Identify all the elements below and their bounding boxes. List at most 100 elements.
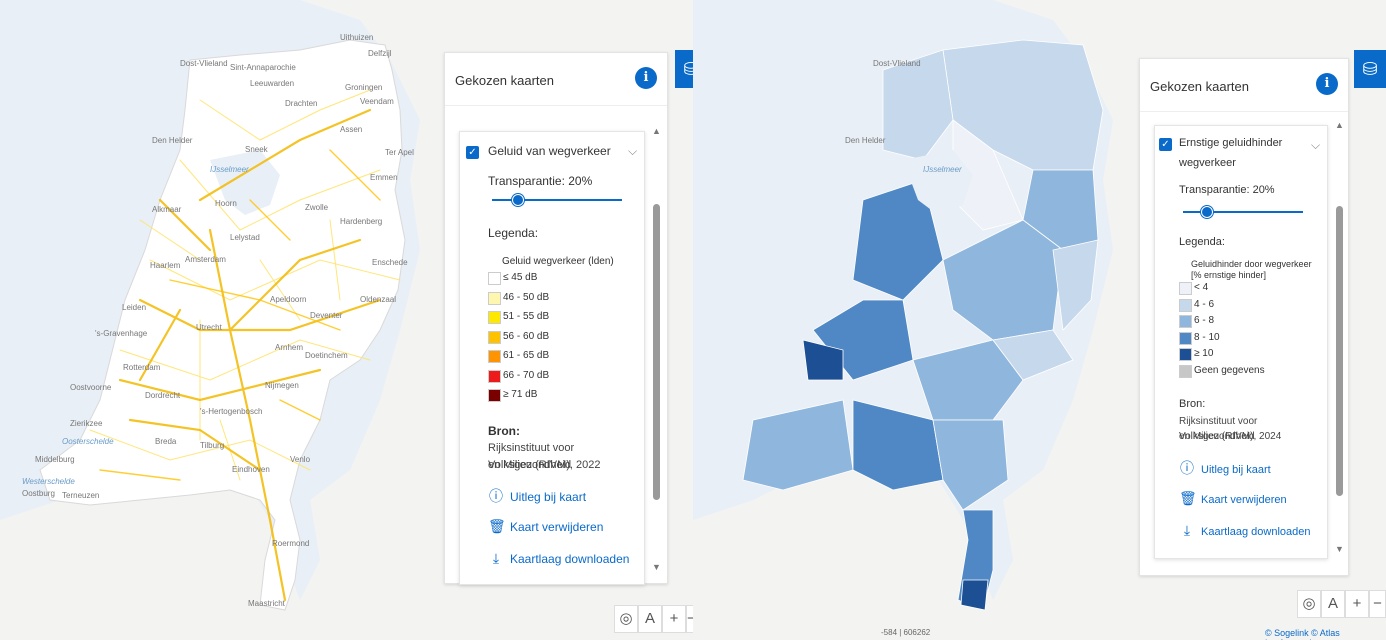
- zoom-out-icon[interactable]: −: [1369, 590, 1386, 618]
- layer-checkbox[interactable]: ✓: [1159, 138, 1172, 151]
- download-icon: ⤓: [1183, 522, 1191, 538]
- explain-map-label: Uitleg bij kaart: [1201, 464, 1271, 476]
- chevron-down-icon[interactable]: ⌵: [628, 144, 638, 158]
- zoom-in-icon[interactable]: +: [662, 605, 686, 633]
- map-label: Middelburg: [35, 455, 75, 464]
- map-label: Terneuzen: [62, 491, 99, 500]
- map-label: Utrecht: [196, 323, 223, 332]
- download-layer-label: Kaartlaag downloaden: [1201, 526, 1311, 538]
- land-netherlands: [39, 39, 406, 611]
- explain-map-link[interactable]: ⓘ Uitleg bij kaart: [488, 486, 586, 506]
- map-label: Hoorn: [215, 199, 237, 208]
- map-label: Den Helder: [845, 136, 886, 145]
- map-label: Tilburg: [200, 441, 224, 450]
- map-label: Veendam: [360, 97, 394, 106]
- map-label: Leeuwarden: [250, 79, 294, 88]
- map-label: Maastricht: [248, 599, 286, 608]
- scrollbar[interactable]: [653, 204, 660, 500]
- source-label: Bron:: [488, 424, 520, 438]
- slider-handle[interactable]: [1201, 206, 1213, 218]
- remove-map-label: Kaart verwijderen: [510, 520, 604, 534]
- legend-swatch: [488, 369, 501, 383]
- map-label: Dost-Vlieland: [873, 59, 921, 68]
- road-network: [89, 89, 401, 602]
- slider-handle[interactable]: [512, 194, 524, 206]
- legend-list: < 4 4 - 6 6 - 8 8 - 10 ≥ 10 Geen gegevens: [1179, 280, 1319, 380]
- map-label: 's-Hertogenbosch: [200, 407, 262, 416]
- map-label: Hardenberg: [340, 217, 382, 226]
- layer-card: ✓ Geluid van wegverkeer ⌵ Transparantie:…: [459, 126, 661, 585]
- source-line-1: Rijksinstituut voor Volksgezondheid: [488, 442, 575, 471]
- scroll-down-arrow[interactable]: ▼: [1335, 544, 1344, 554]
- map-label: Delfzijl: [368, 49, 392, 58]
- zoom-out-icon[interactable]: −: [686, 605, 693, 633]
- transparency-label: Transparantie: 20%: [488, 174, 593, 188]
- scroll-up-arrow[interactable]: ▲: [652, 126, 661, 136]
- map-label: Westerschelde: [22, 477, 75, 486]
- transparency-slider[interactable]: [492, 199, 622, 201]
- north-arrow-icon[interactable]: A: [1321, 590, 1345, 618]
- map-label: Breda: [155, 437, 177, 446]
- info-circle-icon: ⓘ: [1180, 460, 1194, 476]
- map-label: Groningen: [345, 83, 382, 92]
- map-label: Zwolle: [305, 203, 329, 212]
- download-layer-link[interactable]: ⤓ Kaartlaag downloaden: [488, 550, 630, 567]
- legend-label: 4 - 6: [1194, 298, 1215, 310]
- layer-name-line-2: wegverkeer: [1179, 157, 1236, 169]
- source-line-2: en Milieu (RIVM), 2024: [1179, 431, 1282, 442]
- legend-label: Geen gegevens: [1194, 364, 1265, 376]
- legend-label: Legenda:: [1179, 236, 1225, 248]
- map-label: 's-Gravenhage: [95, 329, 148, 338]
- scrollbar[interactable]: [1336, 206, 1343, 496]
- legend-label: ≥ 10: [1194, 348, 1214, 359]
- layer-checkbox[interactable]: ✓: [466, 146, 479, 159]
- map-label: Roermond: [272, 539, 309, 548]
- download-layer-label: Kaartlaag downloaden: [510, 552, 630, 566]
- locate-icon[interactable]: ◎: [614, 605, 638, 633]
- trash-icon: 🗑: [1179, 490, 1197, 506]
- map-label: Rotterdam: [123, 363, 161, 372]
- legend-swatch: [1179, 348, 1192, 361]
- legend-swatch: [488, 330, 501, 344]
- right-map-pane: Dost-Vlieland Den Helder IJsselmeer Geko…: [693, 0, 1386, 640]
- map-label: IJsselmeer: [210, 165, 249, 174]
- info-icon[interactable]: i: [1316, 73, 1338, 95]
- map-label: Alkmaar: [152, 205, 182, 214]
- map-label: Lelystad: [230, 233, 260, 242]
- zoom-in-icon[interactable]: +: [1345, 590, 1369, 618]
- layers-icon[interactable]: ⛁: [675, 50, 693, 88]
- locate-icon[interactable]: ◎: [1297, 590, 1321, 618]
- scroll-up-arrow[interactable]: ▲: [1335, 120, 1344, 130]
- legend-swatch: [1179, 298, 1192, 312]
- download-layer-link[interactable]: ⤓ Kaartlaag downloaden: [1179, 522, 1311, 539]
- info-icon[interactable]: i: [635, 67, 657, 89]
- legend-swatch: [488, 272, 501, 285]
- legend-label: 46 - 50 dB: [503, 291, 550, 303]
- layers-icon[interactable]: ⛁: [1354, 50, 1386, 88]
- layer-name: Geluid van wegverkeer: [488, 144, 611, 158]
- map-label: Sneek: [245, 145, 269, 154]
- map-label: Den Helder: [152, 136, 193, 145]
- attribution[interactable]: © Sogelink © Atlas Leefomgeving: [1265, 628, 1340, 640]
- chevron-down-icon[interactable]: ⌵: [1311, 138, 1321, 152]
- source-line-1: Rijksinstituut voor Volksgezondheid: [1179, 416, 1258, 442]
- map-label: Drachten: [285, 99, 317, 108]
- panel-title: Gekozen kaarten: [1150, 79, 1250, 94]
- transparency-slider[interactable]: [1183, 211, 1303, 213]
- legend-title-line-2: [% ernstige hinder]: [1191, 270, 1267, 280]
- explain-map-link[interactable]: ⓘ Uitleg bij kaart: [1179, 458, 1271, 478]
- map-label: Enschede: [372, 258, 408, 267]
- legend-label: 56 - 60 dB: [503, 330, 550, 342]
- map-label: Oosterschelde: [62, 437, 114, 446]
- scroll-down-arrow[interactable]: ▼: [652, 562, 661, 572]
- remove-map-link[interactable]: 🗑 Kaart verwijderen: [488, 518, 603, 535]
- north-arrow-icon[interactable]: A: [638, 605, 662, 633]
- map-label: Nijmegen: [265, 381, 299, 390]
- map-label: Deventer: [310, 311, 343, 320]
- map-label: Oldenzaal: [360, 295, 396, 304]
- legend-swatch: [488, 350, 501, 363]
- remove-map-link[interactable]: 🗑 Kaart verwijderen: [1179, 490, 1287, 507]
- layers-panel: Gekozen kaarten i ✓ Ernstige geluidhinde…: [1139, 58, 1349, 576]
- legend-label: 6 - 8: [1194, 315, 1215, 326]
- map-label: Venlo: [290, 455, 311, 464]
